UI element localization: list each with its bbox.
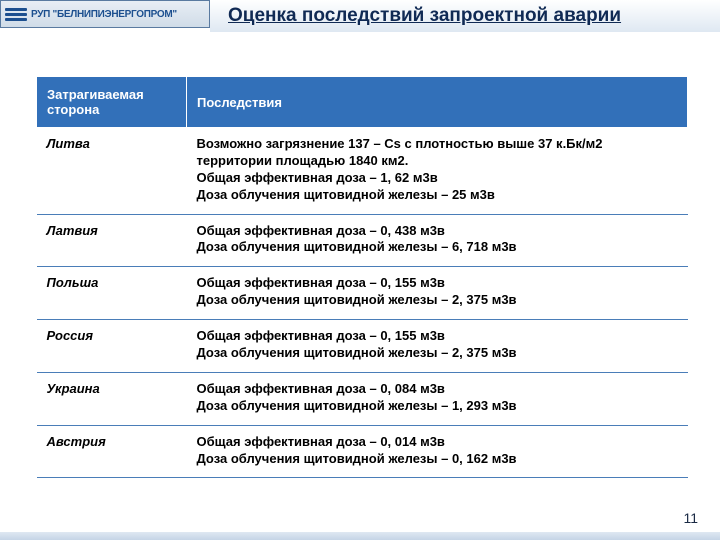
cell-effect: Общая эффективная доза – 0, 155 м3вДоза …: [187, 267, 688, 320]
cell-effect: Общая эффективная доза – 0, 014 м3вДоза …: [187, 425, 688, 478]
content: Затрагиваемая сторона Последствия ЛитваВ…: [0, 32, 720, 478]
cell-effect: Общая эффективная доза – 0, 155 м3вДоза …: [187, 320, 688, 373]
cell-side: Польша: [37, 267, 187, 320]
cell-side: Украина: [37, 372, 187, 425]
page-title: Оценка последствий запроектной аварии: [228, 5, 621, 27]
cell-side: Литва: [37, 128, 187, 215]
col-header-side: Затрагиваемая сторона: [37, 77, 187, 128]
table-row: УкраинаОбщая эффективная доза – 0, 084 м…: [37, 372, 688, 425]
cell-side: Россия: [37, 320, 187, 373]
table-row: РоссияОбщая эффективная доза – 0, 155 м3…: [37, 320, 688, 373]
cell-side: Латвия: [37, 214, 187, 267]
page-number: 11: [683, 510, 698, 526]
top-bar: РУП "БЕЛНИПИЭНЕРГОПРОМ" Оценка последств…: [0, 0, 720, 32]
effects-table: Затрагиваемая сторона Последствия ЛитваВ…: [36, 76, 688, 478]
table-row: ЛитваВозможно загрязнение 137 – Cs с пло…: [37, 128, 688, 215]
logo-text: РУП "БЕЛНИПИЭНЕРГОПРОМ": [31, 9, 177, 20]
cell-effect: Возможно загрязнение 137 – Cs с плотност…: [187, 128, 688, 215]
table-row: АвстрияОбщая эффективная доза – 0, 014 м…: [37, 425, 688, 478]
table-row: ПольшаОбщая эффективная доза – 0, 155 м3…: [37, 267, 688, 320]
col-header-effect: Последствия: [187, 77, 688, 128]
title-area: Оценка последствий запроектной аварии: [210, 0, 720, 32]
logo-box: РУП "БЕЛНИПИЭНЕРГОПРОМ": [0, 0, 210, 28]
cell-side: Австрия: [37, 425, 187, 478]
bottom-stripe: [0, 532, 720, 540]
cell-effect: Общая эффективная доза – 0, 084 м3вДоза …: [187, 372, 688, 425]
logo-icon: [5, 4, 27, 24]
cell-effect: Общая эффективная доза – 0, 438 м3вДоза …: [187, 214, 688, 267]
table-row: ЛатвияОбщая эффективная доза – 0, 438 м3…: [37, 214, 688, 267]
